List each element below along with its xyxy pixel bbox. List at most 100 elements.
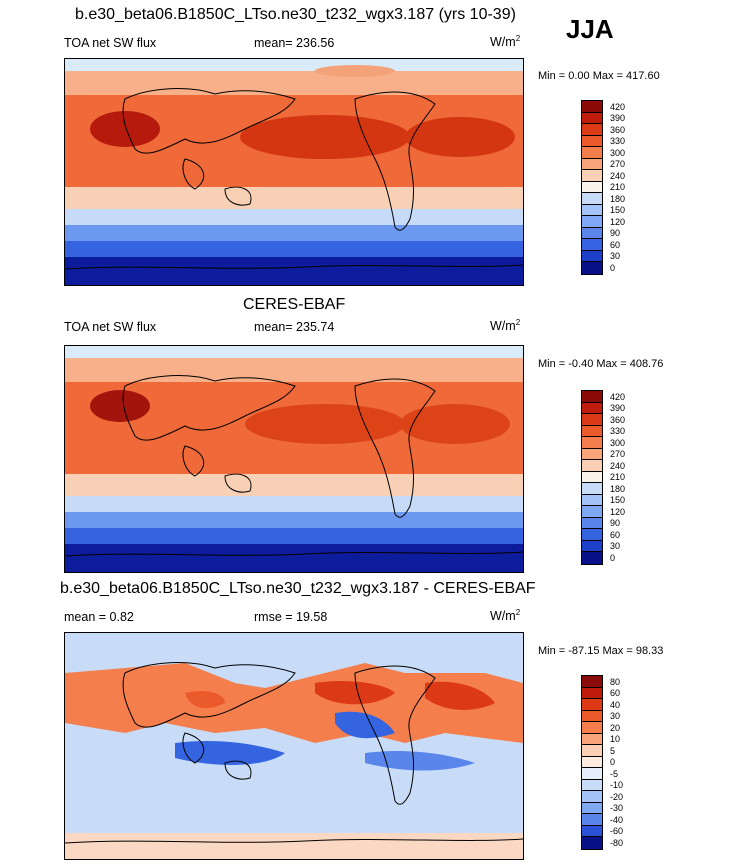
colorbar-tick-label: 270 xyxy=(610,159,626,170)
atlantic-max xyxy=(405,117,515,157)
arctic-band xyxy=(65,59,523,71)
far-south-band xyxy=(65,241,523,257)
map-field-svg xyxy=(65,346,523,572)
units-label: W/m2 xyxy=(490,607,521,623)
colorbar-cell xyxy=(582,779,602,791)
colorbar-tick-label: 240 xyxy=(610,460,626,471)
saharan-max xyxy=(90,111,160,147)
colorbar-tick-label: 360 xyxy=(610,414,626,425)
colorbar-cell xyxy=(582,552,602,564)
panel-title: b.e30_beta06.B1850C_LTso.ne30_t232_wgx3.… xyxy=(75,6,516,23)
high-lat-band xyxy=(65,71,523,95)
colorbar-cell xyxy=(582,227,602,239)
colorbar-tick-label: 330 xyxy=(610,426,626,437)
africa-south-coast xyxy=(182,732,205,764)
indian-ocean-negative xyxy=(175,741,285,765)
colorbar-tick-label: 150 xyxy=(610,495,626,506)
antarctic-band xyxy=(65,257,523,285)
colorbar-tick-label: -80 xyxy=(610,837,624,848)
colorbar-tick-label: 390 xyxy=(610,113,626,124)
colorbar-tick-label: 60 xyxy=(610,688,621,699)
far-south-band xyxy=(65,528,523,544)
south-ocean-band xyxy=(65,512,523,528)
season-label: JJA xyxy=(566,14,614,44)
colorbar-cell xyxy=(582,448,602,460)
map-field-svg xyxy=(65,59,523,285)
colorbar-cell xyxy=(582,414,602,426)
colorbar-tick-label: 120 xyxy=(610,506,626,517)
colorbar-cell xyxy=(582,147,602,159)
colorbar-tick-label: -20 xyxy=(610,791,624,802)
map-field xyxy=(64,345,524,573)
min-max-label: Min = 0.00 Max = 417.60 xyxy=(538,70,660,82)
colorbar-tick-label: 420 xyxy=(610,101,626,112)
mean-label: mean = 0.82 xyxy=(64,610,134,624)
arctic-feature xyxy=(315,65,395,77)
colorbar-cell xyxy=(582,825,602,837)
colorbar-cell xyxy=(582,699,602,711)
australia-coast xyxy=(224,186,252,206)
colorbar-cell xyxy=(582,540,602,552)
colorbar xyxy=(581,100,603,275)
map-field xyxy=(64,632,524,860)
colorbar-cell xyxy=(582,756,602,768)
colorbar-tick-label: -40 xyxy=(610,814,624,825)
colorbar-tick-label: 90 xyxy=(610,518,621,529)
colorbar-cell xyxy=(582,483,602,495)
antarctica-coast xyxy=(65,551,523,557)
rmse-label: rmse = 19.58 xyxy=(254,610,328,624)
australia-coast xyxy=(224,473,252,493)
colorbar-cell xyxy=(582,135,602,147)
saharan-max xyxy=(90,390,150,422)
min-max-label: Min = -0.40 Max = 408.76 xyxy=(538,358,664,370)
colorbar-tick-label: 270 xyxy=(610,449,626,460)
colorbar-cell xyxy=(582,460,602,472)
colorbar-cell xyxy=(582,837,602,849)
map-field-svg xyxy=(65,633,523,859)
colorbar-tick-label: -30 xyxy=(610,803,624,814)
mean-label: mean= 235.74 xyxy=(254,320,335,334)
colorbar-cell xyxy=(582,124,602,136)
colorbar-tick-label: 5 xyxy=(610,745,616,756)
colorbar-cell xyxy=(582,517,602,529)
colorbar-cell xyxy=(582,250,602,262)
eurasia-africa-coast xyxy=(122,375,296,441)
colorbar-cell xyxy=(582,529,602,541)
saharan-positive xyxy=(185,691,225,709)
atlantic-max xyxy=(400,404,510,444)
colorbar-cell xyxy=(582,402,602,414)
colorbar-tick-label: 360 xyxy=(610,124,626,135)
colorbar-tick-label: 300 xyxy=(610,437,626,448)
south-subtropics-band xyxy=(65,187,523,209)
colorbar-cell xyxy=(582,262,602,274)
antarctic-positive xyxy=(65,833,523,859)
colorbar-tick-label: 20 xyxy=(610,722,621,733)
colorbar-cell xyxy=(582,170,602,182)
mid-lat-south-band xyxy=(65,496,523,512)
colorbar-cell xyxy=(582,471,602,483)
colorbar-tick-label: 330 xyxy=(610,136,626,147)
colorbar-tick-label: 390 xyxy=(610,403,626,414)
high-lat-band xyxy=(65,358,523,382)
colorbar-cell xyxy=(582,722,602,734)
colorbar-tick-label: 180 xyxy=(610,483,626,494)
colorbar-tick-label: 210 xyxy=(610,182,626,193)
colorbar-tick-label: 80 xyxy=(610,676,621,687)
eurasia-africa-coast xyxy=(122,88,296,154)
colorbar-tick-label: 10 xyxy=(610,734,621,745)
colorbar-tick-label: 40 xyxy=(610,699,621,710)
colorbar-cell xyxy=(582,676,602,688)
colorbar-cell xyxy=(582,158,602,170)
colorbar-cell xyxy=(582,181,602,193)
colorbar-cell xyxy=(582,506,602,518)
colorbar-cell xyxy=(582,204,602,216)
colorbar-cell xyxy=(582,112,602,124)
colorbar-tick-label: 30 xyxy=(610,541,621,552)
colorbar-cell xyxy=(582,193,602,205)
africa-south-coast xyxy=(182,445,205,477)
variable-label: TOA net SW flux xyxy=(64,36,157,50)
pacific-max xyxy=(240,115,410,159)
colorbar-tick-label: -60 xyxy=(610,826,624,837)
min-max-label: Min = -87.15 Max = 98.33 xyxy=(538,645,664,657)
colorbar-tick-label: 210 xyxy=(610,472,626,483)
